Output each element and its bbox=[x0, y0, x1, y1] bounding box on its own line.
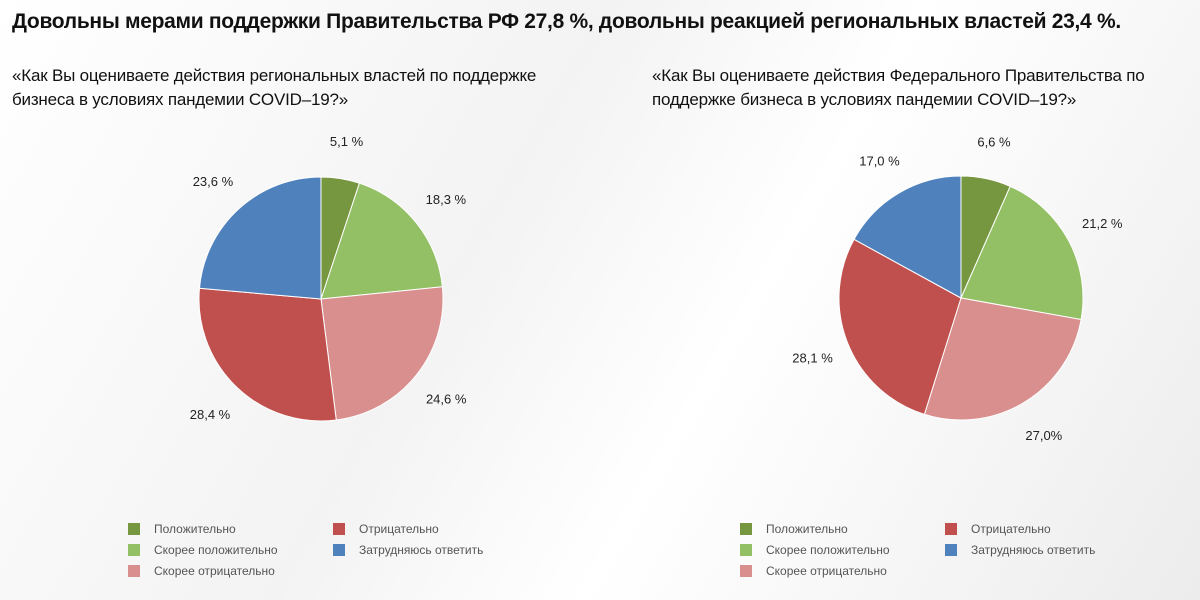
legend-item: Отрицательно bbox=[945, 522, 1051, 536]
page-title: Довольны мерами поддержки Правительства … bbox=[12, 10, 1121, 33]
pie-slice bbox=[853, 175, 962, 299]
left-chart-question: «Как Вы оцениваете действия региональных… bbox=[12, 66, 537, 109]
data-label: 5,1 % bbox=[330, 134, 364, 149]
legend-label: Скорее положительно bbox=[766, 543, 890, 557]
legend-item: Отрицательно bbox=[333, 522, 439, 536]
legend-label: Положительно bbox=[766, 522, 848, 536]
data-label: 27,0% bbox=[1025, 428, 1062, 443]
data-label: 18,3 % bbox=[426, 192, 467, 207]
pie-slice bbox=[960, 185, 1084, 321]
legend-item: Положительно bbox=[128, 522, 236, 536]
legend-item: Скорее отрицательно bbox=[740, 564, 887, 578]
pie-slice bbox=[923, 297, 1082, 421]
legend-label: Отрицательно bbox=[971, 522, 1051, 536]
right-chart-question: «Как Вы оцениваете действия Федерального… bbox=[652, 66, 1145, 109]
legend-swatch bbox=[740, 565, 752, 577]
legend-label: Отрицательно bbox=[359, 522, 439, 536]
legend-item: Скорее положительно bbox=[740, 543, 890, 557]
pie-slice bbox=[198, 287, 337, 422]
data-label: 28,1 % bbox=[792, 351, 833, 366]
pie-slice bbox=[320, 286, 444, 421]
legend-item: Положительно bbox=[740, 522, 848, 536]
data-label: 28,4 % bbox=[190, 407, 231, 422]
legend-swatch bbox=[333, 544, 345, 556]
legend-swatch bbox=[740, 544, 752, 556]
pie-slice bbox=[198, 176, 322, 300]
data-label: 21,2 % bbox=[1082, 216, 1123, 231]
legend-swatch bbox=[945, 544, 957, 556]
legend-label: Затрудняюсь ответить bbox=[971, 543, 1096, 557]
legend-label: Затрудняюсь ответить bbox=[359, 543, 484, 557]
legend-label: Скорее положительно bbox=[154, 543, 278, 557]
legend-label: Скорее отрицательно bbox=[766, 564, 887, 578]
legend-swatch bbox=[945, 523, 957, 535]
legend-label: Скорее отрицательно bbox=[154, 564, 275, 578]
pie-slice bbox=[320, 182, 443, 300]
legend-swatch bbox=[740, 523, 752, 535]
legend-swatch bbox=[128, 544, 140, 556]
data-label: 6,6 % bbox=[977, 134, 1011, 149]
legend-label: Положительно bbox=[154, 522, 236, 536]
pie-slice bbox=[838, 238, 962, 415]
legend-swatch bbox=[128, 523, 140, 535]
data-label: 17,0 % bbox=[859, 153, 900, 168]
data-label: 24,6 % bbox=[426, 392, 467, 407]
data-label: 23,6 % bbox=[193, 174, 234, 189]
legend-item: Затрудняюсь ответить bbox=[333, 543, 483, 557]
legend-swatch bbox=[333, 523, 345, 535]
legend-item: Скорее отрицательно bbox=[128, 564, 275, 578]
legend-swatch bbox=[128, 565, 140, 577]
legend-item: Скорее положительно bbox=[128, 543, 278, 557]
legend-item: Затрудняюсь ответить bbox=[945, 543, 1095, 557]
